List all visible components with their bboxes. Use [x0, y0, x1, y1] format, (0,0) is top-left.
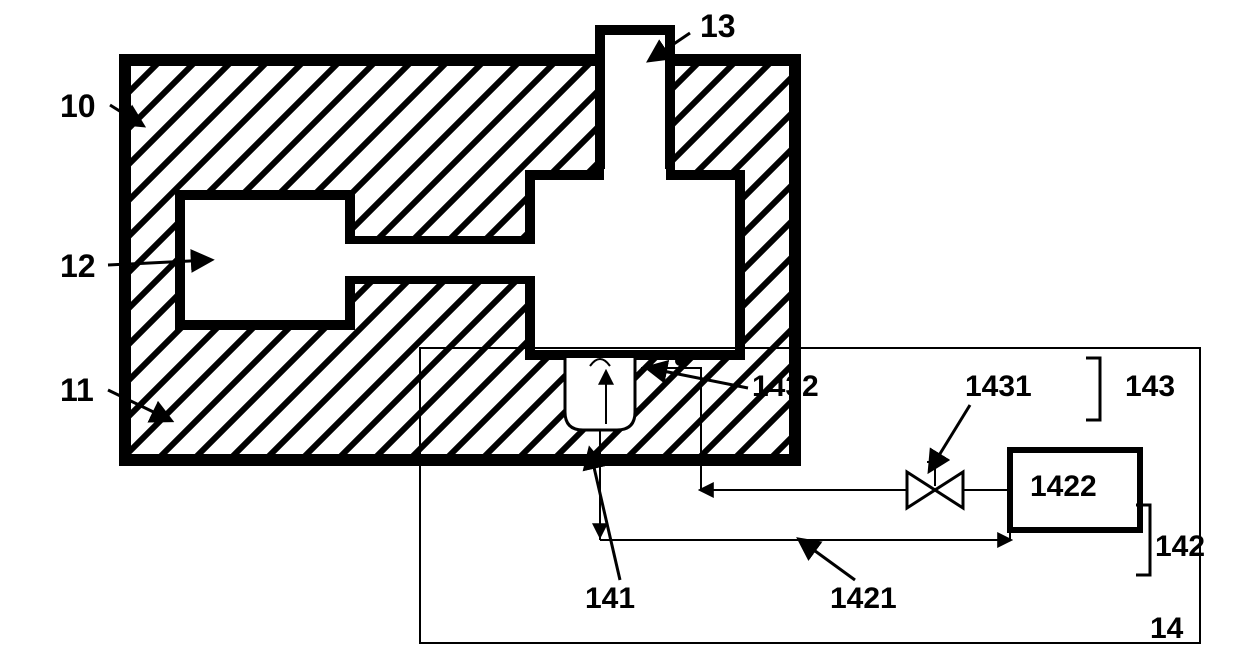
label-1431: 1431	[965, 370, 1032, 404]
pointer-p141	[590, 450, 620, 580]
diagram-root: { "canvas": { "w": 1240, "h": 669 }, "co…	[0, 0, 1240, 669]
label-11: 11	[60, 372, 94, 409]
u-loop	[565, 358, 635, 430]
connector-bar	[350, 240, 530, 280]
label-10: 10	[60, 88, 96, 125]
label-13: 13	[700, 8, 736, 45]
label-141: 141	[585, 582, 635, 616]
label-14: 14	[1150, 612, 1183, 646]
pointer-p1431	[930, 405, 970, 470]
diagram-svg	[0, 0, 1240, 669]
label-143: 143	[1125, 370, 1175, 404]
label-1422: 1422	[1030, 470, 1097, 504]
label-1432: 1432	[752, 370, 819, 404]
label-1421: 1421	[830, 582, 897, 616]
pointer-p11	[108, 390, 170, 420]
valve-icon	[907, 472, 935, 508]
label-12: 12	[60, 248, 96, 285]
pointer-p1421	[800, 540, 855, 580]
top-stem	[600, 30, 670, 175]
label-142: 142	[1155, 530, 1205, 564]
bracket-b143	[1086, 358, 1100, 420]
